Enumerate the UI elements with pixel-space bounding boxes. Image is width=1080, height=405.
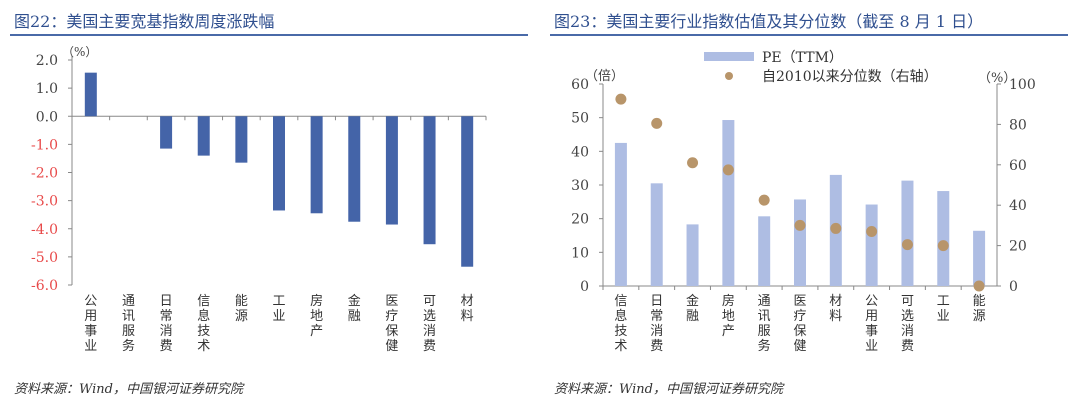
left-title-rule <box>10 34 528 36</box>
left-x-label: 工业 <box>272 294 285 324</box>
left-x-label: 通讯服务 <box>122 294 135 354</box>
right-x-label: 公用事业 <box>865 294 878 354</box>
right-chart-title: 图23：美国主要行业指数估值及其分位数（截至 8 月 1 日） <box>554 12 984 31</box>
legend-pe-swatch <box>704 52 754 61</box>
left-x-label: 材料 <box>461 294 474 324</box>
left-bar-工业 <box>273 116 285 211</box>
right-percentile-dot-房地产 <box>722 164 734 176</box>
left-y-unit: （%） <box>62 45 97 59</box>
left-y-tick-label: -5.0 <box>31 250 58 266</box>
right-y-tick-label: 20 <box>571 212 589 228</box>
left-bar-信息技术 <box>197 116 210 156</box>
right-x-label: 房地产 <box>722 293 735 339</box>
right-pe-bar-日常消费 <box>650 183 663 286</box>
right-percentile-dot-信息技术 <box>615 93 627 105</box>
left-y-tick-label: -2.0 <box>31 166 58 182</box>
right-source-note: 资料来源：Wind，中国银河证券研究院 <box>554 382 783 397</box>
right-y-unit: （倍） <box>585 69 624 84</box>
right-y-tick-label: 40 <box>571 144 589 160</box>
right-pe-bar-房地产 <box>722 120 735 286</box>
left-x-label: 金融 <box>348 293 361 324</box>
legend-pe-label: PE（TTM） <box>762 50 843 66</box>
right-y2-tick-label: 20 <box>1009 239 1027 255</box>
right-percentile-dot-工业 <box>937 240 949 252</box>
left-source-note: 资料来源：Wind，中国银河证券研究院 <box>14 382 243 397</box>
left-bar-可选消费 <box>423 116 436 245</box>
right-percentile-dot-能源 <box>973 280 985 292</box>
right-pe-bar-医疗保健 <box>794 199 806 286</box>
legend-percentile-label: 自2010以来分位数（右轴） <box>762 69 938 85</box>
right-y-tick-label: 0 <box>580 279 589 295</box>
right-percentile-dot-医疗保健 <box>794 219 806 231</box>
right-x-label: 金融 <box>686 293 699 324</box>
left-y-tick-label: -1.0 <box>31 137 58 153</box>
right-percentile-dot-公用事业 <box>866 225 878 237</box>
right-x-label: 材料 <box>829 294 842 324</box>
left-x-label: 医疗保健 <box>385 294 398 354</box>
left-x-label: 能源 <box>235 294 248 324</box>
right-y2-tick-label: 80 <box>1009 117 1027 133</box>
right-pe-bar-能源 <box>973 230 986 286</box>
left-y-tick-label: 2.0 <box>36 53 58 69</box>
left-chart-title: 图22：美国主要宽基指数周度涨跌幅 <box>14 12 275 31</box>
right-y2-tick-label: 0 <box>1009 279 1018 295</box>
right-x-label: 可选消费 <box>901 294 914 354</box>
left-bar-材料 <box>461 116 474 267</box>
right-x-label: 信息技术 <box>614 294 627 354</box>
right-y2-tick-label: 40 <box>1009 198 1027 214</box>
right-x-label: 工业 <box>937 294 950 324</box>
right-x-label: 能源 <box>973 294 986 324</box>
left-x-label: 可选消费 <box>423 294 436 354</box>
left-bar-能源 <box>235 116 248 163</box>
right-x-label: 医疗保健 <box>793 294 806 354</box>
left-x-label: 公用事业 <box>84 294 97 354</box>
right-title-rule <box>550 34 1068 36</box>
left-bar-公用事业 <box>84 72 97 117</box>
right-x-label: 日常消费 <box>650 294 663 354</box>
left-x-label: 信息技术 <box>197 294 210 354</box>
right-pe-bar-工业 <box>937 191 950 286</box>
right-y2-unit: （%） <box>978 71 1016 86</box>
left-bar-金融 <box>348 116 361 222</box>
right-y-tick-label: 30 <box>571 178 589 194</box>
right-y2-tick-label: 100 <box>1009 77 1036 93</box>
right-percentile-dot-可选消费 <box>901 239 913 251</box>
right-y-tick-label: 50 <box>571 111 589 127</box>
left-x-label: 日常消费 <box>160 294 173 354</box>
right-percentile-dot-通讯服务 <box>758 194 770 206</box>
right-y-tick-label: 10 <box>571 245 589 261</box>
left-bar-医疗保健 <box>385 116 398 225</box>
legend-percentile-swatch <box>725 72 733 80</box>
left-y-tick-label: -4.0 <box>31 222 58 238</box>
right-pe-bar-信息技术 <box>614 142 627 286</box>
left-bar-房地产 <box>310 116 323 214</box>
right-percentile-dot-材料 <box>830 222 842 234</box>
right-pe-bar-通讯服务 <box>758 216 771 286</box>
right-percentile-dot-日常消费 <box>651 117 663 129</box>
left-y-tick-label: 1.0 <box>36 81 58 97</box>
right-pe-bar-公用事业 <box>865 204 878 286</box>
left-y-tick-label: -6.0 <box>31 278 58 294</box>
right-percentile-dot-金融 <box>687 157 699 169</box>
right-y2-tick-label: 60 <box>1009 158 1027 174</box>
right-pe-bar-可选消费 <box>901 180 914 286</box>
left-y-tick-label: 0.0 <box>36 109 58 125</box>
left-x-label: 房地产 <box>310 293 323 339</box>
right-pe-bar-金融 <box>686 224 699 286</box>
left-bar-日常消费 <box>160 116 173 149</box>
right-x-label: 通讯服务 <box>758 294 771 354</box>
left-y-tick-label: -3.0 <box>31 194 58 210</box>
right-y-tick-label: 60 <box>571 77 589 93</box>
